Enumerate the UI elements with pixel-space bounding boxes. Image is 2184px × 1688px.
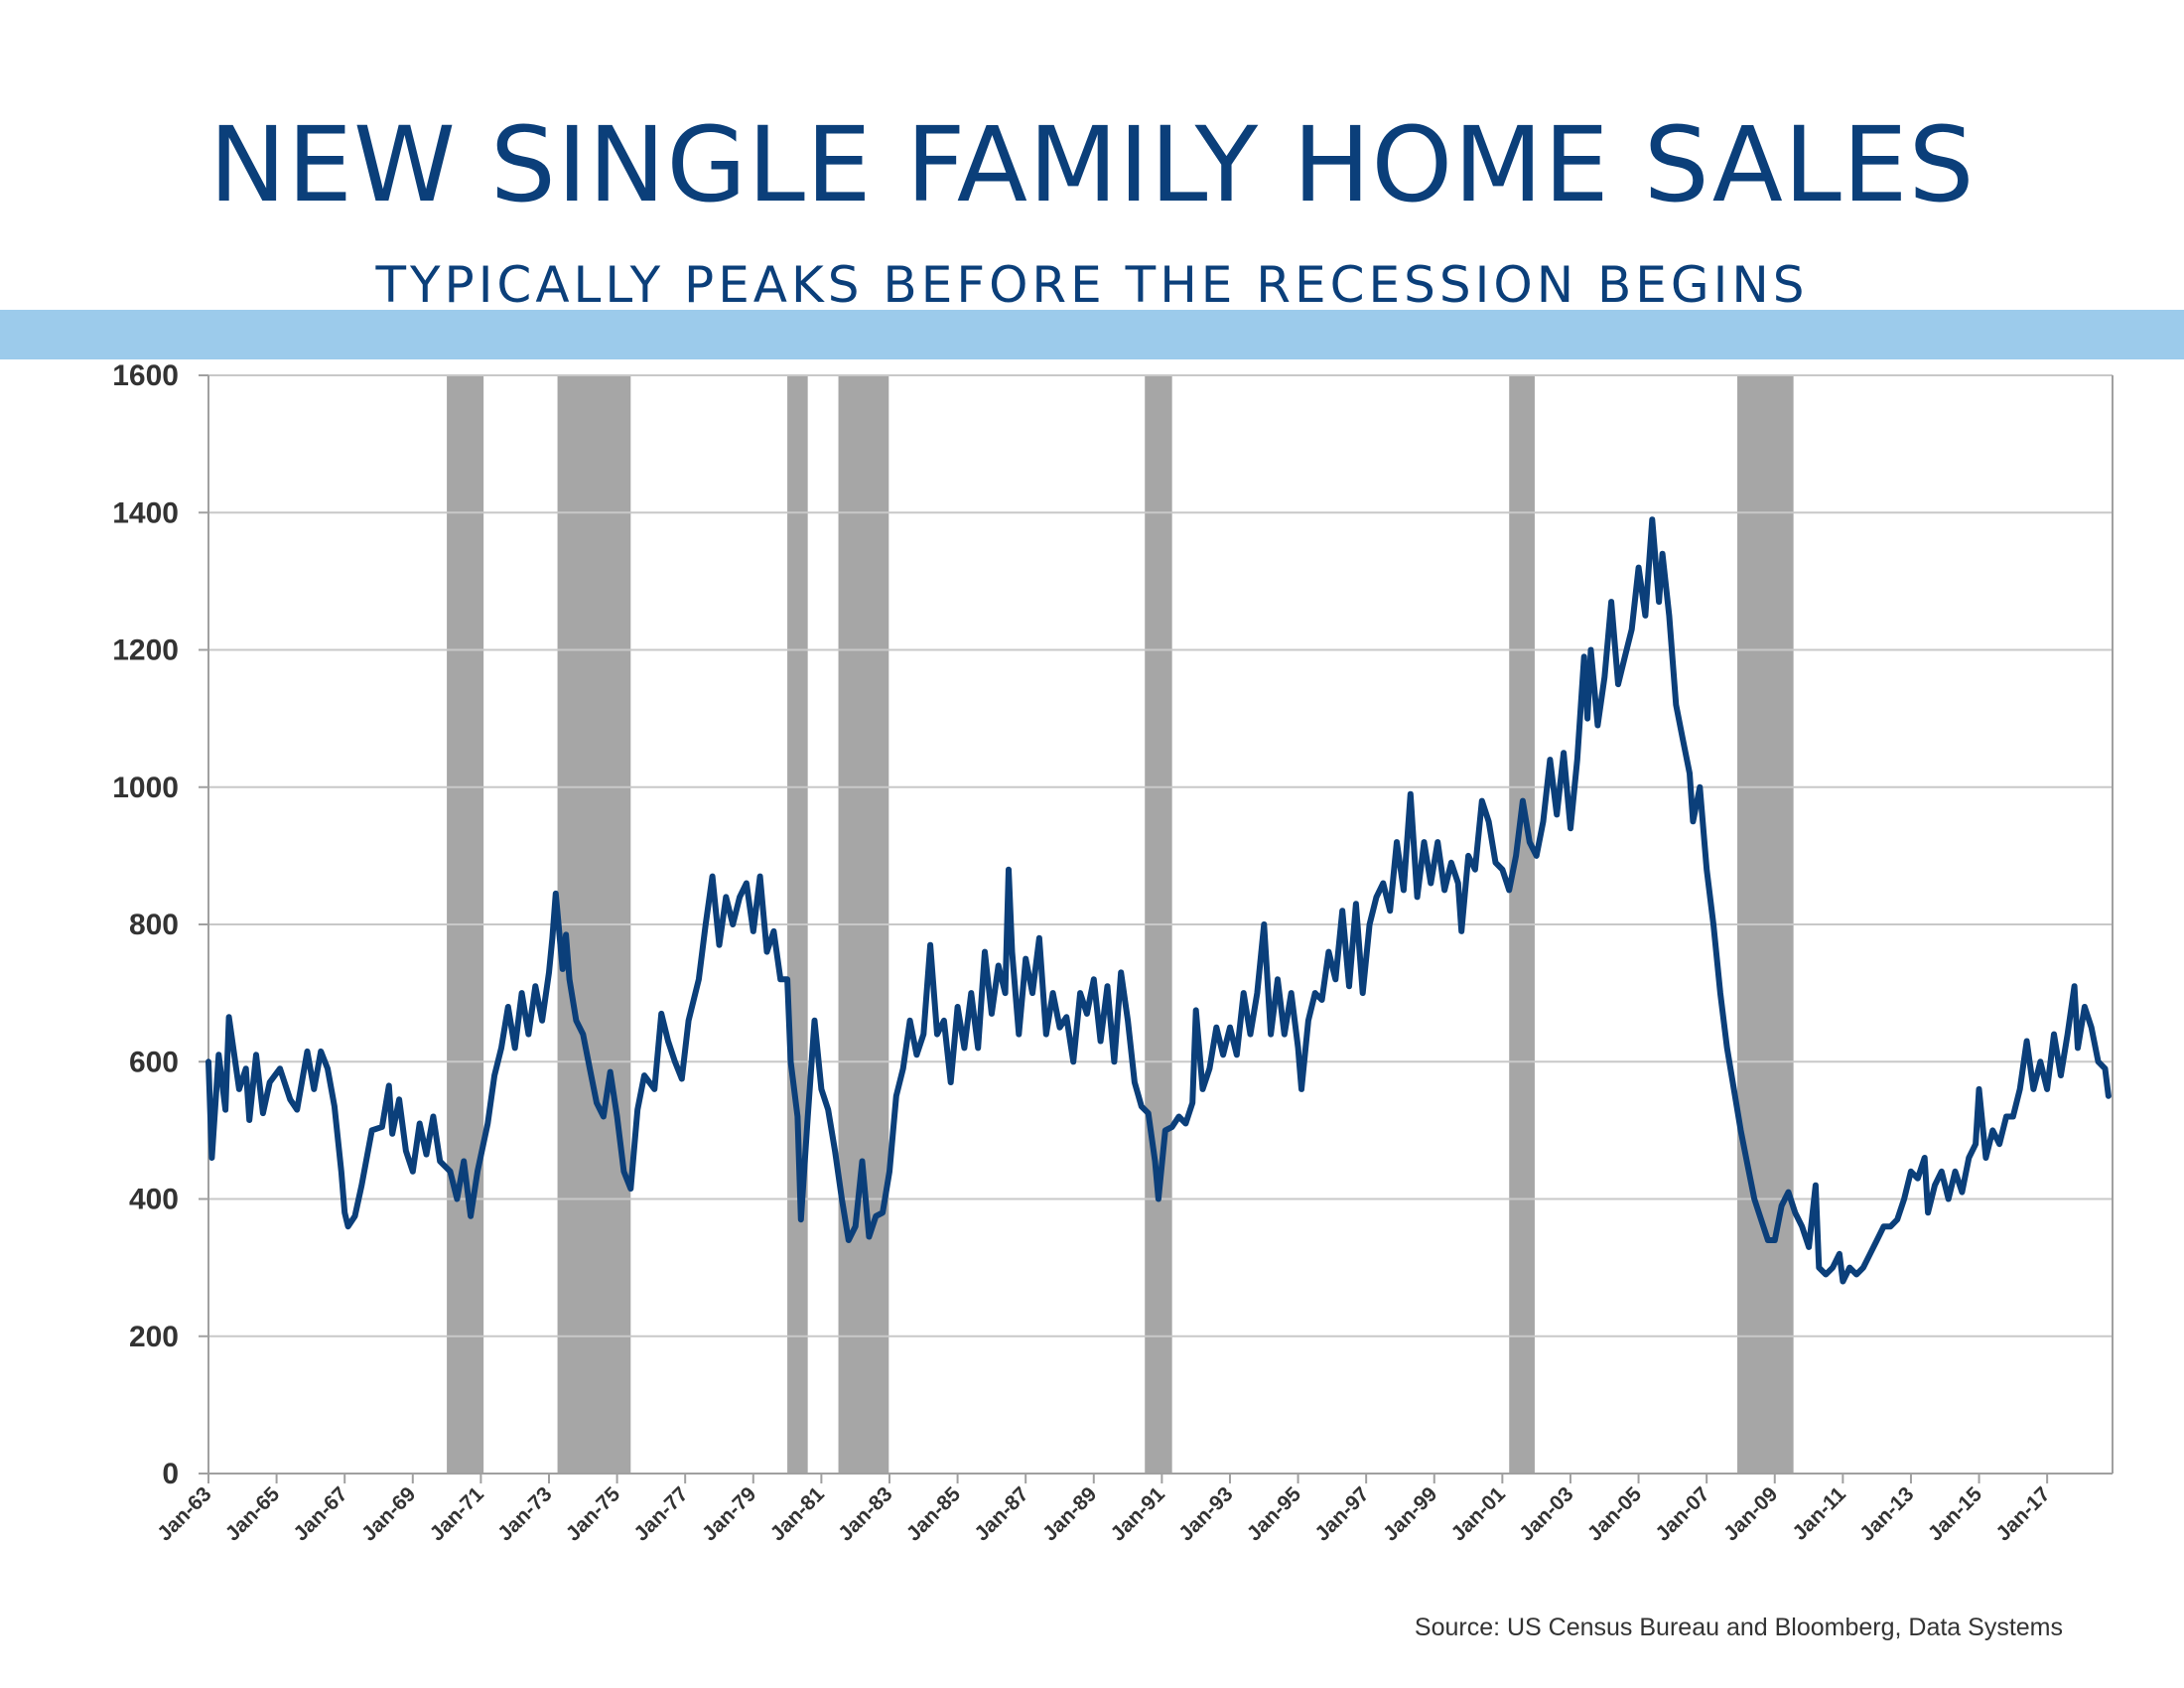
y-tick-label: 0	[162, 1458, 179, 1490]
x-tick-label: Jan-07	[1651, 1482, 1713, 1545]
x-tick-label: Jan-81	[766, 1482, 830, 1546]
x-tick-label: Jan-15	[1924, 1482, 1987, 1546]
source-note: Source: US Census Bureau and Bloomberg, …	[1414, 1614, 2063, 1641]
x-tick-label: Jan-13	[1855, 1482, 1918, 1545]
y-tick-label: 1200	[112, 634, 179, 667]
x-tick-label: Jan-79	[698, 1482, 760, 1545]
page-title: NEW SINGLE FAMILY HOME SALES	[208, 104, 1976, 225]
x-tick-label: Jan-01	[1447, 1482, 1511, 1546]
x-tick-label: Jan-85	[902, 1482, 966, 1546]
x-tick-label: Jan-99	[1379, 1482, 1441, 1545]
x-tick-label: Jan-03	[1515, 1482, 1577, 1545]
x-tick-label: Jan-91	[1107, 1482, 1170, 1546]
x-tick-label: Jan-63	[153, 1482, 215, 1545]
y-tick-label: 400	[129, 1184, 179, 1216]
y-tick-label: 800	[129, 909, 179, 941]
x-tick-label: Jan-87	[970, 1482, 1032, 1545]
x-tick-label: Jan-69	[357, 1482, 420, 1545]
axes	[199, 374, 2114, 1483]
header-band	[0, 310, 2184, 359]
y-tick-label: 1000	[112, 772, 179, 804]
x-tick-label: Jan-65	[221, 1482, 285, 1546]
x-tick-label: Jan-95	[1243, 1482, 1306, 1546]
series	[205, 516, 2112, 1285]
x-tick-label: Jan-71	[426, 1482, 489, 1546]
y-tick-label: 200	[129, 1321, 179, 1353]
x-tick-label: Jan-93	[1174, 1482, 1237, 1545]
x-tick-label: Jan-89	[1038, 1482, 1101, 1545]
x-tick-label: Jan-97	[1310, 1482, 1373, 1545]
x-tick-label: Jan-09	[1719, 1482, 1782, 1545]
x-tick-label: Jan-11	[1788, 1482, 1850, 1545]
page-subtitle: TYPICALLY PEAKS BEFORE THE RECESSION BEG…	[375, 256, 1809, 314]
y-tick-label: 1400	[112, 496, 179, 529]
y-tick-label: 600	[129, 1046, 179, 1078]
x-tick-label: Jan-83	[834, 1482, 896, 1545]
x-tick-label: Jan-05	[1583, 1482, 1647, 1546]
x-tick-label: Jan-67	[289, 1482, 351, 1545]
x-tick-label: Jan-77	[629, 1482, 692, 1545]
x-tick-label: Jan-75	[562, 1482, 625, 1546]
x-tick-label: Jan-17	[1991, 1482, 2054, 1545]
x-tick-label: Jan-73	[493, 1482, 556, 1545]
series-line-0	[205, 516, 2112, 1285]
y-tick-label: 1600	[112, 359, 179, 392]
